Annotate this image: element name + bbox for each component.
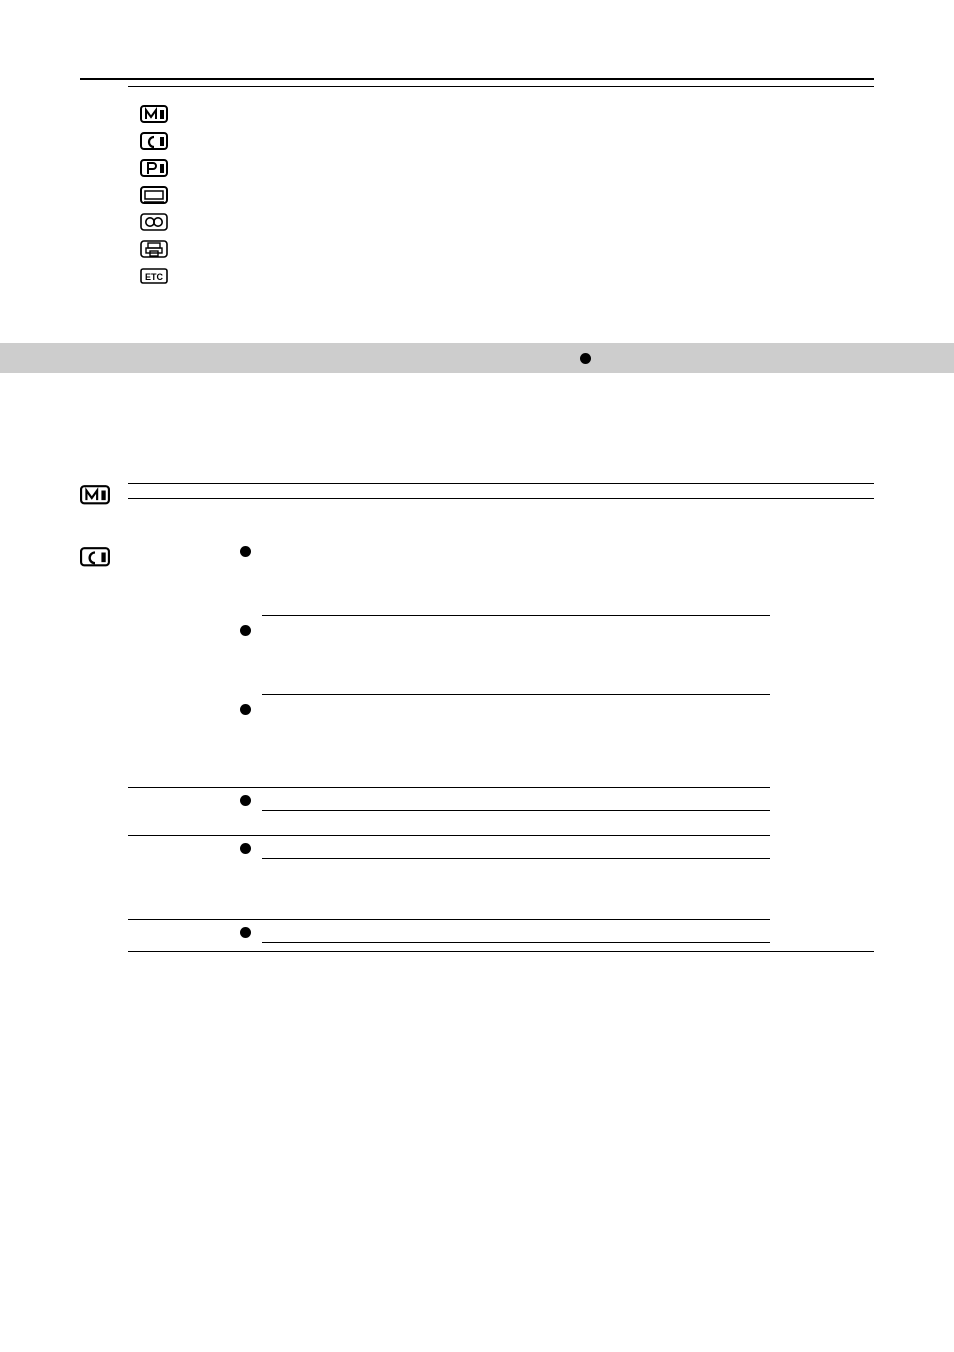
group-3-item-1 — [262, 842, 770, 854]
section-m-bottom-rule — [128, 498, 874, 499]
group-1 — [128, 545, 874, 615]
group-1-sep-2 — [128, 694, 874, 695]
group-1-sep-1 — [128, 615, 874, 616]
c-icon — [80, 545, 110, 569]
group-2 — [128, 794, 874, 806]
c-icon — [140, 130, 168, 152]
section-m — [80, 483, 874, 507]
group-1-item-2 — [262, 624, 770, 694]
group-3-item-2-row — [128, 865, 874, 919]
print-icon — [140, 238, 168, 260]
group-4-item-1 — [262, 926, 770, 938]
group-1-item-1 — [262, 545, 770, 615]
section-c — [80, 545, 874, 952]
cassette-icon — [140, 184, 168, 206]
group-4-inner-rule — [128, 942, 874, 943]
m-icon — [140, 103, 168, 125]
section-m-body — [128, 484, 874, 498]
group-1-item-3 — [262, 703, 770, 787]
section-c-body — [128, 545, 874, 952]
bullet-icon — [240, 704, 251, 715]
manual-page: ETC — [0, 0, 954, 1352]
group-1-item-3-row — [128, 703, 874, 787]
bullet-icon — [240, 625, 251, 636]
group-2-sep — [128, 810, 874, 811]
bullet-icon — [240, 927, 251, 938]
group-2-item-2 — [262, 817, 770, 829]
spacer-2 — [80, 373, 874, 483]
reel-icon — [140, 211, 168, 233]
section-heading-band — [0, 343, 954, 373]
group-3 — [128, 842, 874, 854]
group-3-sep — [128, 858, 874, 859]
group-4 — [128, 926, 874, 938]
m-icon — [80, 483, 110, 507]
bullet-icon — [240, 843, 251, 854]
spacer-1 — [80, 287, 874, 343]
group-2-top-rule — [128, 787, 874, 788]
legend-rule — [128, 86, 874, 87]
bullet-icon — [240, 795, 251, 806]
etc-icon: ETC — [140, 265, 168, 287]
group-3-item-2 — [262, 865, 770, 919]
group-1-item-2-row — [128, 624, 874, 694]
group-2-item-2-row — [128, 817, 874, 829]
bullet-icon — [580, 353, 591, 364]
group-4-top-rule — [128, 919, 874, 920]
bullet-icon — [240, 546, 251, 557]
spacer-3 — [80, 507, 874, 545]
legend-row: ETC — [80, 86, 874, 287]
p-icon — [140, 157, 168, 179]
page-top-rule — [80, 78, 874, 80]
legend-icon-column: ETC — [140, 97, 188, 287]
svg-text:ETC: ETC — [145, 272, 164, 282]
group-2-item-1 — [262, 794, 770, 806]
group-3-top-rule — [128, 835, 874, 836]
section-c-bottom-rule — [128, 951, 874, 952]
